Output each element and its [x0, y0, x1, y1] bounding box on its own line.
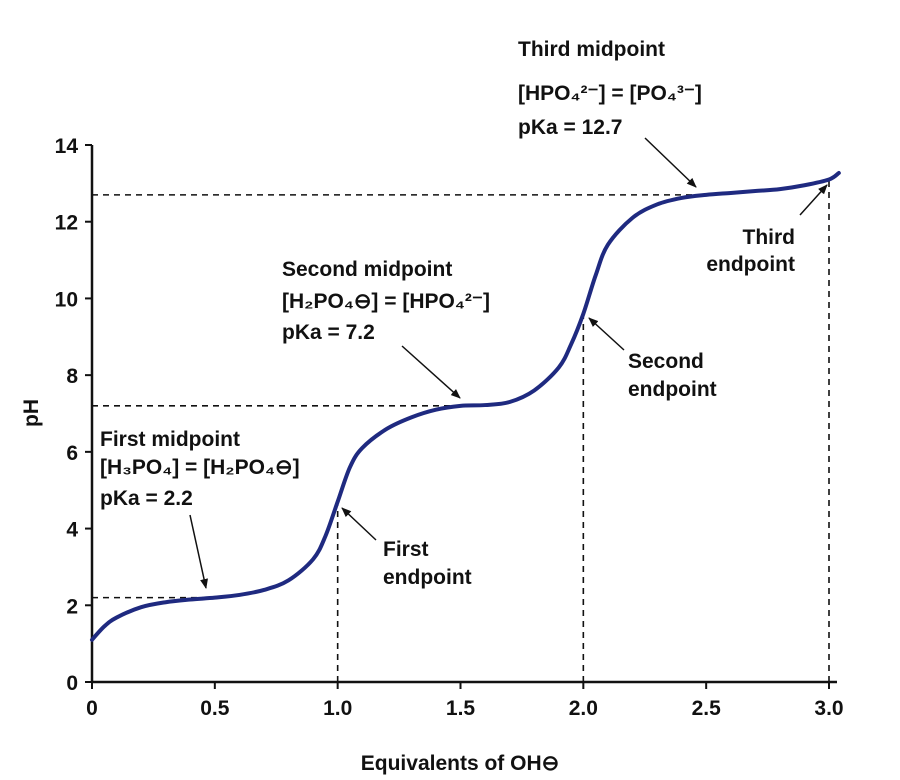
y-tick-label: 12: [55, 212, 78, 235]
annotation-formula: [H₂PO₄⊖] = [HPO₄²⁻]: [282, 290, 490, 313]
annotation-second-midpoint: Second midpoint [H₂PO₄⊖] = [HPO₄²⁻] pKa …: [282, 258, 490, 399]
annotation-pka: pKa = 7.2: [282, 321, 375, 344]
arrow: [189, 514, 208, 589]
y-tick-label: 0: [66, 672, 78, 695]
x-tick-label: 2.0: [569, 697, 598, 720]
x-tick-label: 1.5: [446, 697, 476, 720]
annotation-pka: pKa = 12.7: [518, 116, 622, 139]
x-tick-label: 1.0: [323, 697, 352, 720]
annotation-pka: pKa = 2.2: [100, 487, 193, 510]
annotation-second-endpoint: Second endpoint: [588, 317, 717, 401]
arrow: [644, 137, 697, 188]
x-axis-label: Equivalents of OH⊖: [361, 752, 559, 775]
y-tick-label: 4: [66, 519, 78, 542]
y-tick-label: 8: [66, 365, 78, 388]
x-tick-label: 0.5: [200, 697, 230, 720]
annotation-first-endpoint: First endpoint: [341, 507, 472, 589]
annotation-formula: [HPO₄²⁻] = [PO₄³⁻]: [518, 82, 702, 105]
annotation-line2: endpoint: [628, 378, 717, 401]
y-tick-label: 10: [55, 288, 78, 311]
annotation-line1: Third: [743, 226, 796, 249]
y-tick-label: 6: [66, 442, 78, 465]
x-tick-label: 0: [86, 697, 98, 720]
annotation-third-midpoint: Third midpoint [HPO₄²⁻] = [PO₄³⁻] pKa = …: [518, 38, 702, 188]
y-tick-label: 14: [55, 135, 79, 158]
annotation-title: Second midpoint: [282, 258, 452, 281]
arrow: [799, 184, 828, 216]
y-tick-label: 2: [66, 595, 78, 618]
titration-curve: [90, 171, 841, 642]
annotation-line1: Second: [628, 350, 704, 373]
annotation-line2: endpoint: [706, 253, 795, 276]
arrow: [401, 345, 461, 399]
annotation-first-midpoint: First midpoint [H₃PO₄] = [H₂PO₄⊖] pKa = …: [100, 428, 300, 589]
y-axis-label: pH: [20, 399, 43, 427]
annotation-line1: First: [383, 538, 429, 561]
annotation-line2: endpoint: [383, 566, 472, 589]
annotation-third-endpoint: Third endpoint: [706, 184, 828, 276]
annotation-title: Third midpoint: [518, 38, 665, 61]
annotation-formula: [H₃PO₄] = [H₂PO₄⊖]: [100, 456, 300, 479]
x-tick-label: 3.0: [814, 697, 843, 720]
arrow: [341, 507, 377, 541]
arrow: [588, 317, 625, 351]
annotation-title: First midpoint: [100, 428, 240, 451]
x-tick-label: 2.5: [692, 697, 722, 720]
